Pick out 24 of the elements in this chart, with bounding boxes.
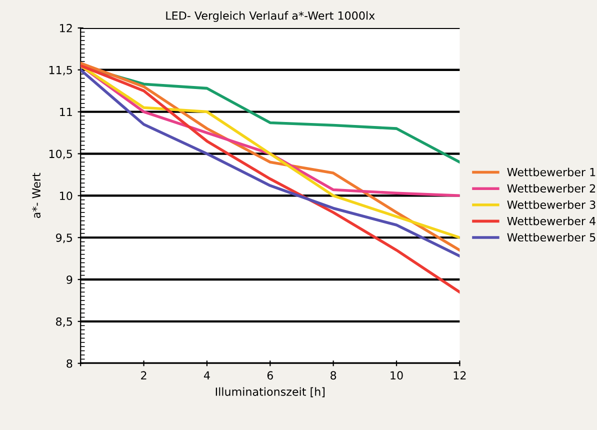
x-axis-title: Illuminationszeit [h] <box>216 387 325 398</box>
y-tick-label: 11 <box>60 108 72 116</box>
x-tick-label: 4 <box>204 371 210 380</box>
legend-label: Wettbewerber 4 <box>507 216 596 226</box>
chart-title: LED- Vergleich Verlauf a*-Wert 1000lx <box>166 11 375 22</box>
y-tick-label: 10,5 <box>49 150 72 160</box>
legend-label: Wettbewerber 5 <box>507 232 596 242</box>
x-tick-label: 2 <box>141 371 146 380</box>
y-tick-label: 9 <box>66 275 72 284</box>
legend-label: Wettbewerber 3 <box>507 200 596 209</box>
y-tick-label: 12 <box>60 24 72 32</box>
y-tick-label: 9,5 <box>56 234 72 244</box>
x-tick-label: 6 <box>267 371 273 380</box>
legend-label: Wettbewerber 2 <box>507 184 596 193</box>
x-tick-label: 12 <box>454 371 466 380</box>
y-axis-title: a*- Wert <box>32 172 41 218</box>
y-tick-label: 10 <box>60 192 72 200</box>
x-tick-label: 10 <box>390 371 403 380</box>
y-tick-label: 11,5 <box>49 66 72 76</box>
y-tick-label: 8 <box>66 359 72 368</box>
y-tick-label: 8,5 <box>56 317 72 327</box>
x-tick-label: 8 <box>330 371 336 380</box>
legend-label: Wettbewerber 1 <box>507 168 596 176</box>
line-series <box>80 64 460 294</box>
